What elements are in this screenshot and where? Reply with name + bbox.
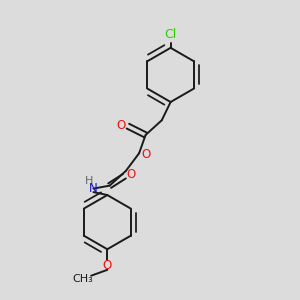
Text: Cl: Cl bbox=[164, 28, 177, 41]
Text: O: O bbox=[141, 148, 150, 161]
Text: O: O bbox=[126, 168, 136, 181]
Text: H: H bbox=[85, 176, 94, 186]
Text: CH₃: CH₃ bbox=[73, 274, 93, 284]
Text: O: O bbox=[103, 259, 112, 272]
Text: N: N bbox=[89, 182, 98, 195]
Text: O: O bbox=[117, 119, 126, 132]
